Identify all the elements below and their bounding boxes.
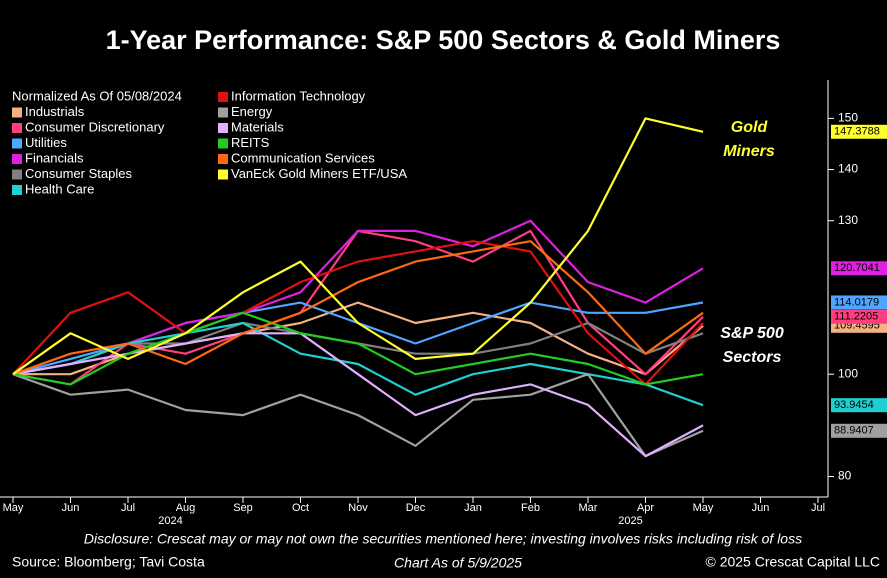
x-tick-label: Nov xyxy=(348,502,368,514)
legend-swatch xyxy=(12,154,22,164)
x-tick-label: Feb xyxy=(521,502,540,514)
x-tick-label: May xyxy=(3,502,24,514)
series-line xyxy=(12,373,704,458)
source: Source: Bloomberg; Tavi Costa xyxy=(12,554,205,570)
x-tick-label: Jul xyxy=(811,502,825,514)
legend-swatch xyxy=(12,169,22,180)
end-label-bg xyxy=(831,309,887,324)
end-label-bg xyxy=(831,423,887,438)
legend-label: Consumer Staples xyxy=(25,166,132,181)
end-label-bg xyxy=(831,398,887,413)
disclosure: Disclosure: Crescat may or may not own t… xyxy=(84,531,802,547)
legend-swatch xyxy=(12,123,22,133)
legend-swatch xyxy=(218,138,228,149)
legend-swatch xyxy=(12,138,22,149)
end-label-bg xyxy=(831,295,887,310)
x-tick-label: Aug xyxy=(176,502,196,514)
x-tick-label: Sep xyxy=(233,502,253,514)
legend-label: Energy xyxy=(231,104,273,119)
annotation: Miners xyxy=(723,143,775,160)
end-label: 147.3788 xyxy=(834,126,880,138)
legend-swatch xyxy=(218,123,228,133)
y-tick-label: 100 xyxy=(838,366,858,380)
y-tick-label: 150 xyxy=(838,111,858,125)
x-tick-label: Apr xyxy=(637,502,654,514)
end-label-bg xyxy=(831,261,887,276)
legend-swatch xyxy=(218,107,228,118)
legend-swatch xyxy=(12,107,22,118)
end-label-bg xyxy=(831,124,887,139)
end-label: 88.9407 xyxy=(834,425,874,437)
x-tick-label: Dec xyxy=(406,502,426,514)
x-tick-label: Jul xyxy=(121,502,135,514)
annotation: S&P 500 xyxy=(720,325,784,342)
end-label: 114.0179 xyxy=(834,296,879,308)
legend-label: Industrials xyxy=(25,104,85,119)
legend-swatch xyxy=(12,185,22,195)
legend-label: Materials xyxy=(231,119,284,134)
legend-label: VanEck Gold Miners ETF/USA xyxy=(231,166,407,181)
legend-swatch xyxy=(218,169,228,180)
series-line xyxy=(12,240,704,386)
legend-box xyxy=(6,86,410,198)
series-line xyxy=(12,117,704,376)
legend-label: Health Care xyxy=(25,181,94,196)
y-tick-label: 130 xyxy=(838,213,858,227)
end-label: 111.2205 xyxy=(834,311,878,323)
x-tick-label: Oct xyxy=(292,502,309,514)
annotation: Gold xyxy=(731,119,769,136)
x-tick-label: Jan xyxy=(464,502,482,514)
legend-label: Communication Services xyxy=(231,150,375,165)
end-label: 93.9454 xyxy=(834,399,874,411)
annotation: Sectors xyxy=(723,349,782,366)
x-tick-label: Jun xyxy=(752,502,770,514)
legend-label: Consumer Discretionary xyxy=(25,119,165,134)
legend-label: Financials xyxy=(25,150,84,165)
year-label: 2025 xyxy=(618,515,642,527)
y-tick-label: 80 xyxy=(838,469,852,483)
series-line xyxy=(12,311,704,386)
as-of: Chart As of 5/9/2025 xyxy=(394,555,522,571)
legend-title: Normalized As Of 05/08/2024 xyxy=(12,88,182,103)
x-tick-label: Jun xyxy=(62,502,80,514)
end-label: 120.7041 xyxy=(834,262,880,274)
legend-swatch xyxy=(218,154,228,164)
copyright: © 2025 Crescat Capital LLC xyxy=(705,554,880,570)
legend-label: Information Technology xyxy=(231,88,366,103)
legend-label: Utilities xyxy=(25,135,67,150)
series-line xyxy=(12,240,704,376)
x-tick-label: May xyxy=(693,502,714,514)
year-label: 2024 xyxy=(158,515,182,527)
y-tick-label: 140 xyxy=(838,162,858,176)
legend-label: REITS xyxy=(231,135,270,150)
chart-title: 1-Year Performance: S&P 500 Sectors & Go… xyxy=(106,25,781,55)
legend-swatch xyxy=(218,92,228,102)
x-tick-label: Mar xyxy=(579,502,598,514)
